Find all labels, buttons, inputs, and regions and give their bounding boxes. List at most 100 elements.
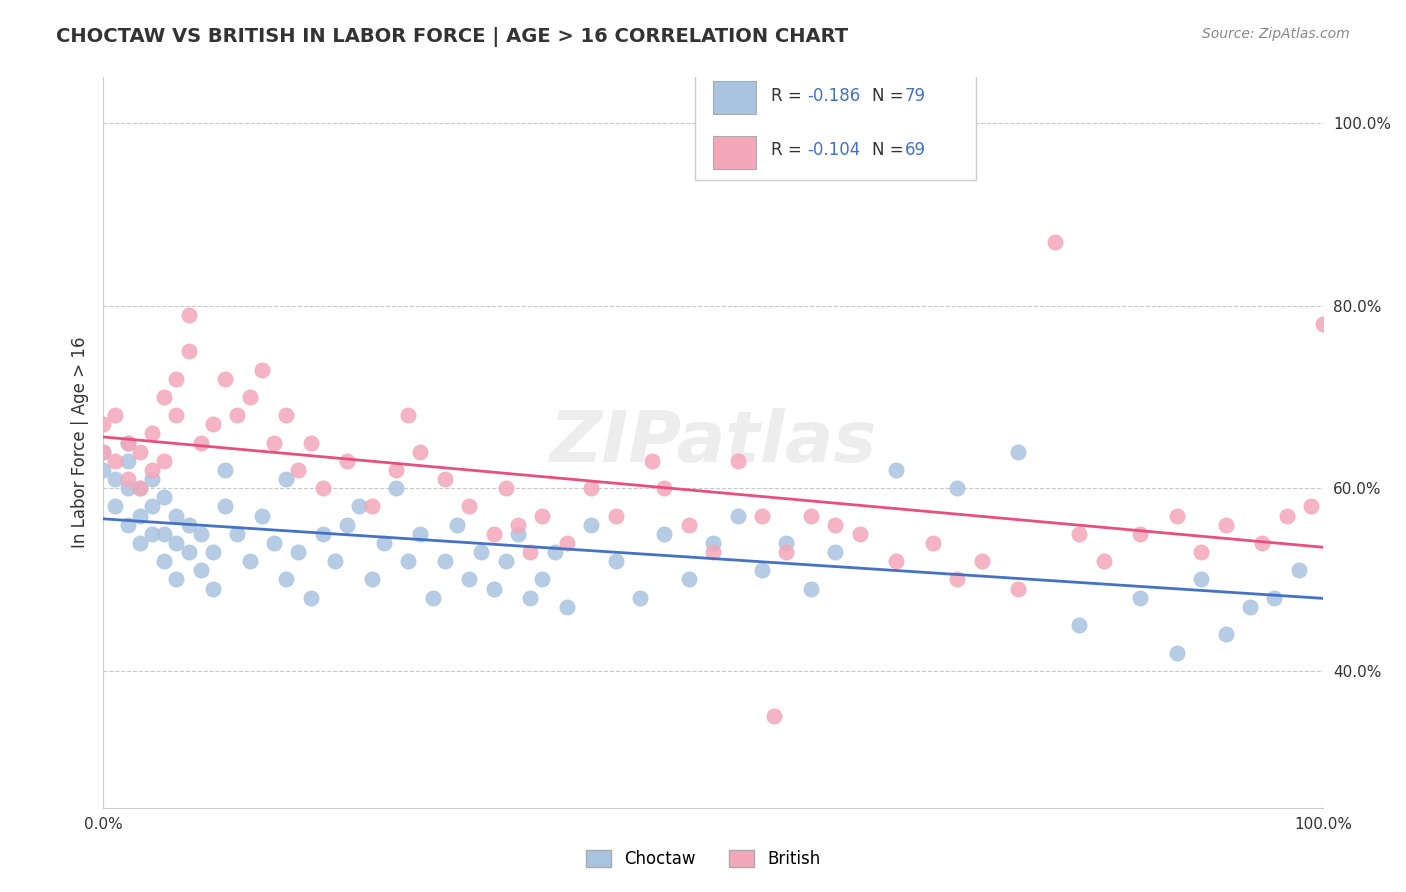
Point bbox=[287, 545, 309, 559]
Point bbox=[165, 508, 187, 523]
Point bbox=[884, 463, 907, 477]
Point bbox=[727, 454, 749, 468]
Point bbox=[1069, 618, 1091, 632]
Point bbox=[409, 526, 432, 541]
Text: ZIPatlas: ZIPatlas bbox=[550, 408, 877, 477]
Point bbox=[775, 545, 797, 559]
Point bbox=[1239, 599, 1261, 614]
Point bbox=[250, 508, 273, 523]
Point bbox=[238, 390, 260, 404]
Point bbox=[165, 372, 187, 386]
Text: -0.186: -0.186 bbox=[807, 87, 860, 104]
Point bbox=[1007, 582, 1029, 596]
Point bbox=[226, 408, 249, 422]
Text: R =: R = bbox=[770, 87, 807, 104]
Point bbox=[605, 508, 627, 523]
Point bbox=[287, 463, 309, 477]
Point bbox=[153, 491, 176, 505]
Point bbox=[555, 536, 578, 550]
Point bbox=[519, 545, 541, 559]
Point bbox=[396, 408, 419, 422]
Point bbox=[482, 582, 505, 596]
Point bbox=[654, 526, 676, 541]
Point bbox=[250, 362, 273, 376]
Point bbox=[165, 408, 187, 422]
Point bbox=[117, 481, 139, 495]
Point bbox=[276, 573, 298, 587]
Point bbox=[495, 481, 517, 495]
Point bbox=[605, 554, 627, 568]
Point bbox=[1189, 573, 1212, 587]
Point bbox=[409, 444, 432, 458]
Point bbox=[128, 481, 150, 495]
Text: -0.104: -0.104 bbox=[807, 142, 860, 160]
Point bbox=[751, 508, 773, 523]
Point bbox=[727, 508, 749, 523]
Point bbox=[921, 536, 943, 550]
Point bbox=[1129, 591, 1152, 605]
Point bbox=[531, 508, 554, 523]
Point bbox=[312, 526, 335, 541]
Text: 69: 69 bbox=[905, 142, 925, 160]
Point bbox=[263, 536, 285, 550]
Point bbox=[323, 554, 346, 568]
Point bbox=[104, 454, 127, 468]
Point bbox=[531, 573, 554, 587]
Point bbox=[1007, 444, 1029, 458]
Point bbox=[190, 526, 212, 541]
Point bbox=[128, 481, 150, 495]
Point bbox=[201, 545, 224, 559]
Point bbox=[117, 454, 139, 468]
Point bbox=[177, 517, 200, 532]
Point bbox=[299, 435, 322, 450]
Text: N =: N = bbox=[872, 142, 908, 160]
Point bbox=[1299, 500, 1322, 514]
FancyBboxPatch shape bbox=[695, 27, 976, 179]
Point bbox=[543, 545, 565, 559]
Point bbox=[177, 344, 200, 359]
Point bbox=[104, 500, 127, 514]
Point bbox=[519, 591, 541, 605]
Point bbox=[226, 526, 249, 541]
Text: N =: N = bbox=[872, 87, 908, 104]
Point bbox=[775, 536, 797, 550]
Point bbox=[312, 481, 335, 495]
Point bbox=[360, 573, 382, 587]
Point bbox=[946, 481, 969, 495]
Point bbox=[141, 426, 163, 441]
Point bbox=[165, 573, 187, 587]
Point bbox=[141, 463, 163, 477]
Point bbox=[91, 444, 114, 458]
Point bbox=[446, 517, 468, 532]
Y-axis label: In Labor Force | Age > 16: In Labor Force | Age > 16 bbox=[72, 337, 89, 549]
Point bbox=[433, 472, 456, 486]
Point bbox=[800, 582, 823, 596]
Point bbox=[396, 554, 419, 568]
Point bbox=[238, 554, 260, 568]
Point bbox=[128, 444, 150, 458]
Point bbox=[654, 481, 676, 495]
Point bbox=[763, 709, 786, 723]
Point bbox=[141, 500, 163, 514]
Point bbox=[946, 573, 969, 587]
Point bbox=[1251, 536, 1274, 550]
Point bbox=[349, 500, 371, 514]
Point bbox=[373, 536, 395, 550]
Point bbox=[190, 563, 212, 577]
Point bbox=[1069, 526, 1091, 541]
Point bbox=[190, 435, 212, 450]
Point bbox=[800, 508, 823, 523]
Point bbox=[276, 408, 298, 422]
Point bbox=[117, 435, 139, 450]
Point bbox=[555, 599, 578, 614]
Point bbox=[1263, 591, 1285, 605]
Point bbox=[495, 554, 517, 568]
Point bbox=[1129, 526, 1152, 541]
Point bbox=[91, 444, 114, 458]
Point bbox=[91, 417, 114, 432]
Point bbox=[751, 563, 773, 577]
Text: Source: ZipAtlas.com: Source: ZipAtlas.com bbox=[1202, 27, 1350, 41]
Point bbox=[276, 472, 298, 486]
Point bbox=[458, 500, 481, 514]
Point bbox=[117, 472, 139, 486]
